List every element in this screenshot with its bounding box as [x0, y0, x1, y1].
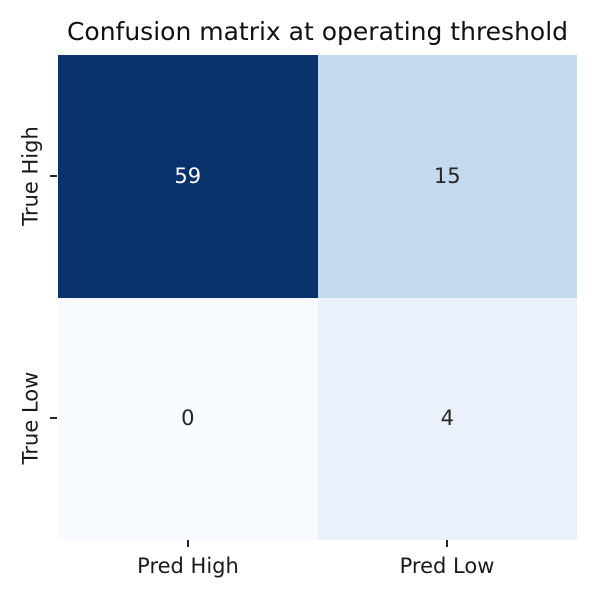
y-tick-mark-true-low — [50, 417, 57, 419]
chart-title: Confusion matrix at operating threshold — [66, 17, 569, 46]
y-tick-label-true-high: True High — [18, 126, 43, 226]
heatmap-cell-true-low-pred-high: 0 — [58, 297, 318, 540]
y-tick-mark-true-high — [50, 175, 57, 177]
x-tick-mark-pred-high — [187, 540, 189, 547]
y-tick-label-true-low: True Low — [18, 371, 43, 465]
heatmap-plot: 59 15 0 4 — [58, 55, 577, 540]
cell-annotation: 59 — [174, 163, 202, 188]
cell-annotation: 4 — [440, 406, 454, 431]
x-tick-label-pred-high: Pred High — [137, 554, 239, 578]
cell-annotation: 15 — [433, 163, 461, 188]
x-tick-mark-pred-low — [446, 540, 448, 547]
x-tick-label-pred-low: Pred Low — [399, 554, 495, 578]
heatmap-cell-true-high-pred-low: 15 — [317, 55, 577, 298]
heatmap-cell-true-high-pred-high: 59 — [58, 55, 318, 298]
cell-annotation: 0 — [181, 406, 195, 431]
heatmap-cell-true-low-pred-low: 4 — [317, 297, 577, 540]
